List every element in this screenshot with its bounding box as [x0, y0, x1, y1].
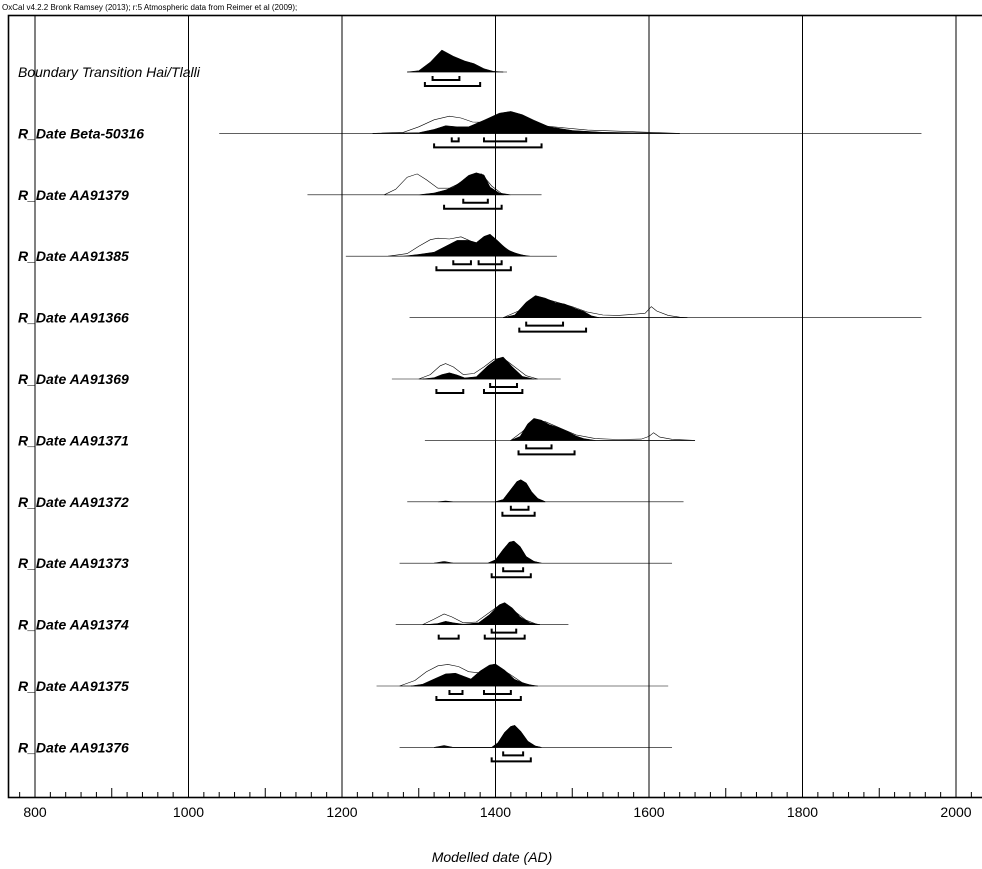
prior-distribution	[399, 664, 534, 687]
range-95-bracket	[443, 204, 503, 210]
range-68-bracket	[525, 321, 565, 327]
date-row: R_Date AA91385	[18, 233, 557, 272]
row-label: R_Date AA91375	[18, 678, 129, 694]
range-68-bracket	[509, 505, 530, 511]
row-label: R_Date AA91379	[18, 187, 129, 203]
range-95-bracket	[517, 450, 576, 456]
range-68-bracket	[452, 260, 472, 266]
row-label: Boundary Transition Hai/Tlalli	[18, 64, 201, 80]
posterior-distribution	[510, 418, 596, 441]
prior-distribution	[384, 173, 505, 196]
date-rows: Boundary Transition Hai/Tlalli R_Date Bet…	[18, 49, 922, 763]
prior-distribution	[437, 479, 546, 503]
row-label: R_Date AA91376	[18, 739, 129, 755]
posterior-distribution	[407, 49, 504, 73]
date-row: R_Date AA91366	[18, 295, 922, 333]
x-tick-label-1000: 1000	[173, 804, 204, 820]
row-label: R_Date AA91385	[18, 248, 129, 264]
row-label: R_Date AA91369	[18, 371, 129, 387]
posterior-distribution	[422, 356, 534, 380]
prior-distribution	[503, 297, 688, 318]
prior-distribution	[387, 236, 527, 257]
range-68-bracket	[489, 383, 518, 388]
x-tick-label-800: 800	[23, 804, 47, 820]
x-axis-title: Modelled date (AD)	[432, 849, 553, 865]
date-row: R_Date AA91375	[18, 663, 669, 701]
posterior-distribution	[411, 663, 538, 687]
range-95-bracket	[501, 511, 536, 517]
posterior-distribution	[403, 233, 531, 257]
row-label: R_Date Beta-50316	[18, 125, 144, 141]
posterior-distribution	[434, 725, 542, 748]
row-label: R_Date AA91373	[18, 555, 129, 571]
date-row: R_Date AA91373	[18, 540, 673, 579]
posterior-distribution	[503, 295, 600, 318]
chart-caption: OxCal v4.2.2 Bronk Ramsey (2013); r:5 At…	[2, 3, 297, 12]
prior-distribution	[372, 115, 680, 134]
prior-distribution	[509, 420, 696, 441]
range-68-bracket	[462, 198, 489, 204]
range-95-bracket	[435, 266, 512, 272]
date-row: R_Date AA91371	[18, 418, 696, 456]
plot-frame	[7, 14, 982, 799]
date-row: R_Date AA91379	[18, 172, 542, 210]
range-68-bracket	[477, 260, 503, 266]
x-axis: 800 1000 1200 1400 1600 1800 2000	[19, 788, 972, 820]
range-68-bracket	[525, 444, 553, 450]
range-68-bracket	[450, 137, 460, 143]
x-tick-label-1200: 1200	[326, 804, 357, 820]
row-label: R_Date AA91374	[18, 617, 129, 633]
range-95-bracket	[518, 327, 588, 333]
x-tick-label-2000: 2000	[940, 804, 971, 820]
x-tick-label-1400: 1400	[480, 804, 511, 820]
posterior-distribution	[426, 602, 541, 625]
range-95-bracket	[435, 389, 465, 394]
vertical-gridlines	[34, 16, 957, 797]
range-95-bracket	[482, 389, 524, 394]
range-95-bracket	[490, 757, 532, 763]
range-68-bracket	[448, 690, 464, 695]
posterior-distribution	[418, 172, 511, 196]
posterior-distribution	[434, 540, 542, 564]
date-row: R_Date Beta-50316	[18, 111, 922, 149]
prior-distribution	[422, 604, 538, 625]
date-row: R_Date AA91372	[18, 479, 684, 517]
range-68-bracket	[502, 567, 525, 573]
date-row: R_Date AA91369	[18, 356, 561, 394]
date-row: R_Date AA91376	[18, 725, 673, 763]
row-label: R_Date AA91371	[18, 432, 129, 448]
range-95-bracket	[423, 82, 482, 87]
range-95-bracket	[435, 696, 522, 701]
prior-distribution	[418, 357, 538, 380]
range-68-bracket	[431, 76, 461, 81]
range-68-bracket	[490, 628, 518, 634]
range-95-bracket	[437, 634, 460, 640]
x-tick-label-1600: 1600	[633, 804, 664, 820]
range-95-bracket	[433, 143, 543, 149]
x-tick-label-1800: 1800	[787, 804, 818, 820]
prior-distribution	[434, 725, 542, 748]
date-row: Boundary Transition Hai/Tlalli	[18, 49, 508, 87]
range-68-bracket	[482, 137, 528, 143]
row-label: R_Date AA91372	[18, 494, 129, 510]
date-row: R_Date AA91374	[18, 602, 569, 640]
posterior-distribution	[372, 111, 680, 134]
range-68-bracket	[502, 751, 525, 757]
range-95-bracket	[483, 634, 526, 640]
prior-distribution	[434, 540, 542, 564]
row-label: R_Date AA91366	[18, 310, 129, 326]
range-68-bracket	[482, 690, 512, 695]
range-95-bracket	[490, 573, 532, 579]
